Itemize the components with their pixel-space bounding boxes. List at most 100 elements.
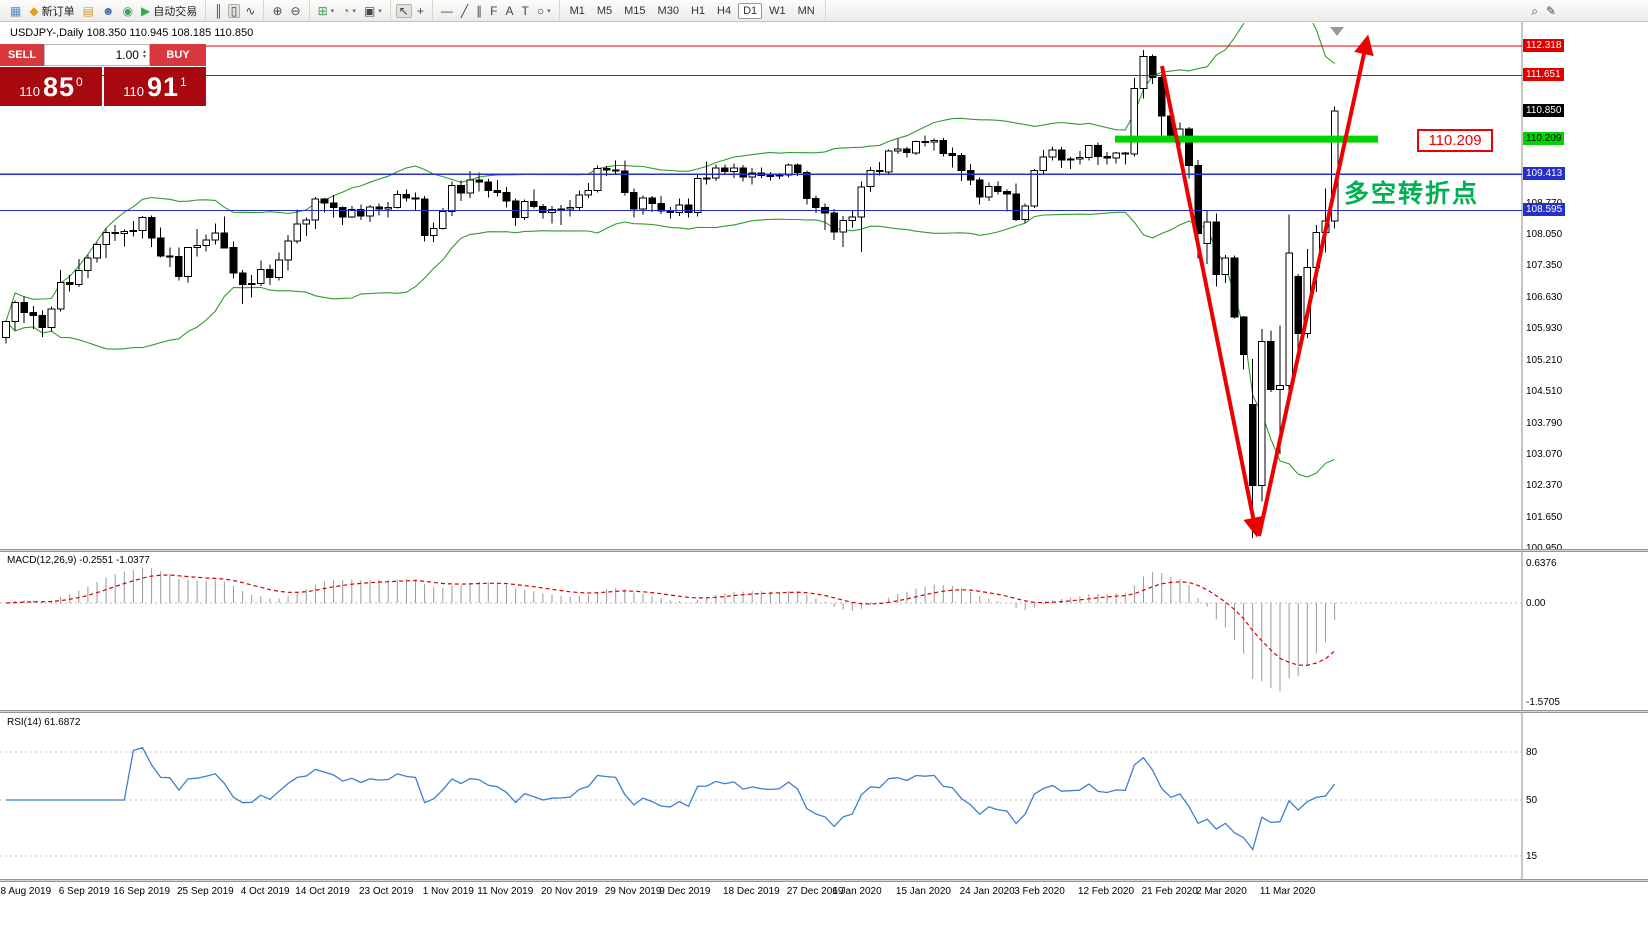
spinner-up-icon[interactable]: ▴ [142,49,146,55]
price-tag-red: 111.651 [1523,68,1564,81]
date-axis-label: 25 Sep 2019 [177,886,234,897]
price-axis-label: 100.950 [1526,543,1562,554]
timeframe-w1-button[interactable]: W1 [769,4,786,17]
autotrade-button[interactable]: ▶ 自动交易 [138,2,200,20]
timeframe-h4-button[interactable]: H4 [717,4,732,17]
candlestick-chart-button[interactable]: ▯ [227,3,241,18]
new-order-button[interactable]: ◆ 新订单 [26,2,77,20]
crosshair-button[interactable]: + [414,4,427,18]
autotrade-icon: ▶ [141,3,151,18]
trendline-icon: ╱ [460,3,469,18]
macd-scale-label: -1.5705 [1526,697,1560,708]
quick-draw-button[interactable]: ✎ [1543,4,1559,18]
price-axis: 108.770108.050107.350106.630105.930105.2… [1522,0,1648,951]
cursor-button[interactable]: ↖ [395,3,412,18]
horizontal-line-button[interactable]: — [438,4,456,18]
text-button[interactable]: A [502,4,516,18]
timeframe-m15-button[interactable]: M15 [624,4,646,17]
template-icon: ▣ [363,3,376,18]
sell-price-button[interactable]: 110 85 0 [0,67,102,106]
trade-group: ▦ ◆ 新订单 ▤ ☻ ◉ ▶ 自动交易 [2,0,207,21]
crosshair-icon: + [416,3,424,18]
timeframe-mn-button[interactable]: MN [797,4,815,17]
macd-indicator-label: MACD(12,26,9) -0.2551 -1.0377 [7,555,150,566]
new-order-icon: ◆ [29,3,39,18]
panel-splitter-main-macd[interactable] [0,549,1648,552]
timeframe-m5-button[interactable]: M5 [596,4,613,17]
rsi-indicator-label: RSI(14) 61.6872 [7,717,81,728]
price-axis-label: 103.790 [1526,418,1563,429]
history-center-icon: ▤ [82,3,94,18]
text-icon: A [505,3,514,18]
history-center-button[interactable]: ▤ [80,4,97,18]
timeframe-group: M1 M5 M15 M30 H1 H4 D1 W1 MN [560,0,826,21]
sell-price-pip: 0 [76,75,83,89]
volume-field[interactable]: 1.00 ▴ ▾ [44,44,150,66]
sell-button[interactable]: SELL [0,44,44,66]
trendline-button[interactable]: ╱ [458,4,471,18]
shapes-button[interactable]: ○ ▾ [534,4,554,18]
new-chart-button-dropdown-icon[interactable]: ▾ [330,7,335,15]
buy-price-button[interactable]: 110 91 1 [104,67,206,106]
refresh-icon: ◉ [122,3,134,18]
refresh-button[interactable]: ◉ [120,4,136,18]
period-button-dropdown-icon[interactable]: ▾ [352,7,356,15]
chart-window-button[interactable]: ▦ [7,4,24,18]
panel-splitter-rsi-dates[interactable] [0,879,1648,882]
new-chart-button[interactable]: ⊞ ▾ [315,4,338,18]
template-button[interactable]: ▣ ▾ [361,4,385,18]
price-axis-label: 107.350 [1526,260,1563,271]
timeframe-m1-button[interactable]: M1 [569,4,585,17]
period-button[interactable]: ◔ ▾ [339,4,359,18]
bar-chart-button[interactable]: ║ [211,4,226,18]
zoom-in-icon: ⊕ [272,3,283,18]
rsi-scale-label: 15 [1526,851,1538,862]
shapes-button-dropdown-icon[interactable]: ▾ [547,7,551,15]
date-axis-label: 6 Sep 2019 [58,886,110,897]
date-axis-label: 6 Jan 2020 [832,886,882,897]
shapes-icon: ○ [536,3,545,18]
new-chart-icon: ⊞ [317,3,328,18]
toolbar: ▦ ◆ 新订单 ▤ ☻ ◉ ▶ 自动交易 ║ ▯ ∿ ⊕ ⊖ ⊞ ▾ ◔ ▾ ▣ ▾ ↖ + — ╱ ∥ F A T ○ ▾ M1 M5 M1… [0,0,1648,22]
channel-button[interactable]: ∥ [473,4,485,18]
volume-spinner[interactable]: ▴ ▾ [142,49,146,60]
fibonacci-button[interactable]: F [487,4,500,18]
text-label-button[interactable]: T [518,4,531,18]
price-tag-blue: 108.595 [1523,203,1566,216]
buy-price-pip: 1 [180,75,187,89]
timeframe-m30-button[interactable]: M30 [657,4,679,17]
date-axis-label: 28 Aug 2019 [0,886,52,897]
date-axis-label: 29 Nov 2019 [604,886,662,897]
date-axis-label: 11 Nov 2019 [477,886,534,897]
line-chart-button[interactable]: ∿ [242,4,258,18]
sell-price-digits: 85 [43,72,76,102]
chart-type-group: ║ ▯ ∿ [206,0,265,21]
profile-button[interactable]: ☻ [99,4,118,18]
timeframe-h1-button[interactable]: H1 [690,4,706,17]
date-axis-label: 3 Feb 2020 [1014,886,1065,897]
zoom-in-button[interactable]: ⊕ [269,4,285,18]
price-axis-label: 101.650 [1526,512,1563,523]
chart-title: USDJPY-,Daily 108.350 110.945 108.185 11… [10,27,254,39]
text-label-icon: T [521,3,529,18]
zoom-out-button[interactable]: ⊖ [288,4,304,18]
price-axis-label: 106.630 [1526,292,1563,303]
volume-value[interactable]: 1.00 [115,48,139,62]
panel-splitter-macd-rsi[interactable] [0,710,1648,713]
pivot-price-label: 110.209 [1417,129,1493,152]
cursor-group: ↖ + [391,0,433,21]
line-chart-icon: ∿ [245,3,256,18]
date-axis-label: 18 Dec 2019 [723,886,780,897]
template-button-dropdown-icon[interactable]: ▾ [378,7,382,15]
buy-button[interactable]: BUY [150,44,206,66]
horizontal-line-icon: — [440,3,453,18]
quick-draw-icon: ✎ [1545,3,1556,18]
draw-group: — ╱ ∥ F A T ○ ▾ [433,0,560,21]
search-icon-button[interactable]: ⌕ [1528,4,1541,18]
timeframe-d1-button[interactable]: D1 [738,2,763,19]
spinner-down-icon[interactable]: ▾ [142,54,146,60]
sell-price-prefix: 110 [19,84,40,99]
date-axis-label: 21 Feb 2020 [1141,886,1198,897]
